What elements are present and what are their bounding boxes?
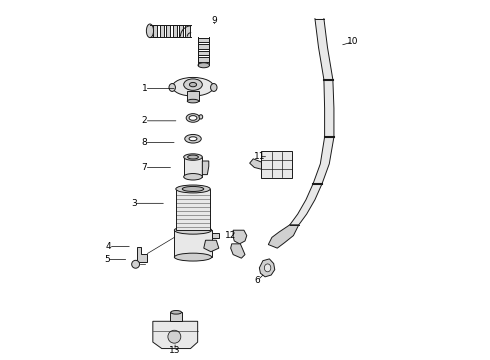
Ellipse shape xyxy=(186,114,200,122)
FancyBboxPatch shape xyxy=(198,38,210,42)
Ellipse shape xyxy=(189,137,197,141)
FancyBboxPatch shape xyxy=(261,151,293,178)
Text: 7: 7 xyxy=(142,163,147,172)
Text: 1: 1 xyxy=(142,84,147,93)
Polygon shape xyxy=(212,233,219,238)
Polygon shape xyxy=(259,259,275,277)
FancyBboxPatch shape xyxy=(153,25,157,37)
FancyBboxPatch shape xyxy=(187,91,199,101)
FancyBboxPatch shape xyxy=(198,51,210,55)
Ellipse shape xyxy=(172,77,214,96)
Text: 8: 8 xyxy=(142,138,147,147)
FancyBboxPatch shape xyxy=(184,157,202,177)
Polygon shape xyxy=(204,240,219,252)
Text: 2: 2 xyxy=(142,116,147,125)
Text: 6: 6 xyxy=(255,276,260,285)
Ellipse shape xyxy=(174,253,212,261)
Ellipse shape xyxy=(147,24,153,38)
Polygon shape xyxy=(290,19,334,225)
Ellipse shape xyxy=(199,115,203,119)
Ellipse shape xyxy=(184,154,202,160)
Ellipse shape xyxy=(169,84,175,91)
Ellipse shape xyxy=(174,226,212,234)
Circle shape xyxy=(132,260,140,268)
Ellipse shape xyxy=(184,174,202,180)
Polygon shape xyxy=(233,230,247,244)
Polygon shape xyxy=(137,247,147,262)
Ellipse shape xyxy=(211,84,217,91)
Text: 9: 9 xyxy=(212,16,218,25)
FancyBboxPatch shape xyxy=(172,25,177,37)
FancyBboxPatch shape xyxy=(176,189,210,230)
Ellipse shape xyxy=(182,186,204,192)
Ellipse shape xyxy=(198,63,210,68)
FancyBboxPatch shape xyxy=(198,44,210,49)
Ellipse shape xyxy=(184,79,202,90)
Circle shape xyxy=(168,330,181,343)
Ellipse shape xyxy=(190,82,196,87)
Ellipse shape xyxy=(176,185,210,193)
Text: 10: 10 xyxy=(347,37,358,46)
Ellipse shape xyxy=(185,134,201,143)
Polygon shape xyxy=(231,244,245,258)
Polygon shape xyxy=(269,225,299,248)
Text: 5: 5 xyxy=(104,255,110,264)
FancyBboxPatch shape xyxy=(198,57,210,62)
FancyBboxPatch shape xyxy=(160,25,164,37)
Polygon shape xyxy=(202,161,209,175)
Ellipse shape xyxy=(188,155,198,159)
FancyBboxPatch shape xyxy=(179,25,183,37)
Ellipse shape xyxy=(189,116,197,120)
Text: 13: 13 xyxy=(170,346,181,355)
Ellipse shape xyxy=(265,264,271,272)
FancyBboxPatch shape xyxy=(186,25,190,37)
Text: 3: 3 xyxy=(131,199,137,208)
FancyBboxPatch shape xyxy=(171,312,182,321)
Polygon shape xyxy=(153,321,197,348)
Text: 12: 12 xyxy=(225,231,236,240)
FancyBboxPatch shape xyxy=(166,25,171,37)
Text: 11: 11 xyxy=(254,152,265,161)
Ellipse shape xyxy=(171,311,181,314)
Polygon shape xyxy=(250,159,262,169)
FancyBboxPatch shape xyxy=(174,230,212,257)
Ellipse shape xyxy=(187,99,199,103)
Text: 4: 4 xyxy=(106,242,112,251)
